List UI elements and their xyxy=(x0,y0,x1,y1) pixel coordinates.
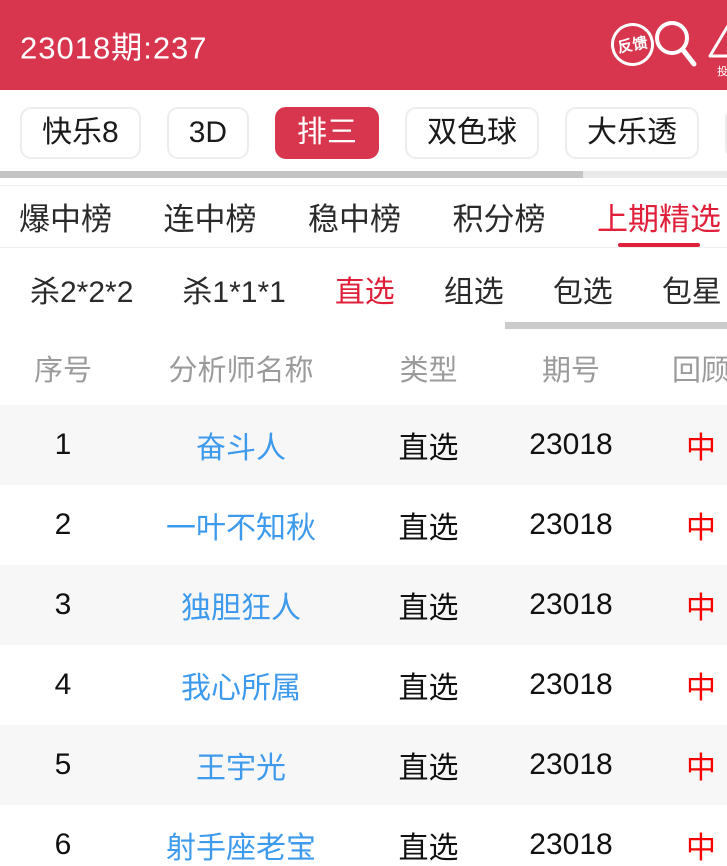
lottery-tabs-scrollbar-thumb[interactable] xyxy=(0,171,583,178)
cell-type: 直选 xyxy=(398,832,459,865)
analyst-link[interactable]: 我心所属 xyxy=(181,672,301,705)
cell-issue: 23018 xyxy=(529,828,613,861)
rank-tab-lianzhongbang[interactable]: 连中榜 xyxy=(163,202,257,237)
cell-issue: 23018 xyxy=(529,748,613,781)
col-index: 序号 xyxy=(33,354,92,387)
cell-index: 6 xyxy=(54,828,72,861)
cell-type: 直选 xyxy=(398,592,459,625)
tab-shuangseqiu[interactable]: 双色球 xyxy=(405,107,540,159)
play-tab-zhixuan[interactable]: 直选 xyxy=(334,276,395,309)
analyst-link[interactable]: 奋斗人 xyxy=(196,432,286,465)
table-row[interactable]: 6 射手座老宝 直选 23018 中 xyxy=(0,805,727,866)
rank-tab-shangqijingxuan[interactable]: 上期精选 xyxy=(597,194,721,239)
app-header: 23018期:237 反馈 投诉 xyxy=(0,0,727,90)
feedback-icon[interactable]: 反馈 xyxy=(607,19,658,70)
search-icon[interactable] xyxy=(652,19,698,74)
col-issue: 期号 xyxy=(541,354,600,387)
table-row[interactable]: 2 一叶不知秋 直选 23018 中 xyxy=(0,485,727,565)
analyst-link[interactable]: 射手座老宝 xyxy=(166,832,316,865)
cell-index: 5 xyxy=(54,748,72,781)
cell-review-hit: 中 xyxy=(686,752,716,785)
tab-3d[interactable]: 3D xyxy=(166,107,250,159)
analyst-table: 序号 分析师名称 类型 期号 回顾 1 奋斗人 直选 23018 中 2 一叶不… xyxy=(0,330,727,866)
cell-index: 1 xyxy=(54,428,72,461)
ranking-nav: 爆中榜 连中榜 稳中榜 积分榜 上期精选 xyxy=(0,186,727,248)
cell-type: 直选 xyxy=(398,672,459,705)
play-tab-zuxuan[interactable]: 组选 xyxy=(443,276,504,309)
rank-tab-wenzhongbang[interactable]: 稳中榜 xyxy=(308,202,401,237)
table-row[interactable]: 1 奋斗人 直选 23018 中 xyxy=(0,405,727,485)
cell-review-hit: 中 xyxy=(686,592,716,625)
table-header: 序号 分析师名称 类型 期号 回顾 xyxy=(0,330,727,405)
issue-title: 23018期:237 xyxy=(20,30,208,66)
table-row[interactable]: 4 我心所属 直选 23018 中 xyxy=(0,645,727,725)
lottery-tab-bar: 快乐8 3D 排三 双色球 大乐透 七 xyxy=(0,90,727,186)
cell-issue: 23018 xyxy=(529,588,613,621)
cell-index: 4 xyxy=(54,668,72,701)
tab-paisan[interactable]: 排三 xyxy=(275,107,380,159)
cell-issue: 23018 xyxy=(529,508,613,541)
analyst-link[interactable]: 一叶不知秋 xyxy=(166,512,316,545)
cell-type: 直选 xyxy=(398,752,459,785)
complaint-label: 投诉 xyxy=(717,66,727,78)
playtype-scrollbar-thumb[interactable] xyxy=(505,322,727,329)
feedback-icon-label: 反馈 xyxy=(616,34,649,57)
play-tab-baoxing[interactable]: 包星 xyxy=(661,276,722,309)
col-analyst: 分析师名称 xyxy=(168,354,314,387)
cell-index: 3 xyxy=(54,588,72,621)
tab-kuaile8[interactable]: 快乐8 xyxy=(20,107,141,159)
cell-type: 直选 xyxy=(398,512,459,545)
cell-review-hit: 中 xyxy=(686,672,716,705)
cell-review-hit: 中 xyxy=(686,832,716,865)
play-tab-baoxuan[interactable]: 包选 xyxy=(552,276,613,309)
rank-tab-baozhongbang[interactable]: 爆中榜 xyxy=(19,202,112,237)
cell-issue: 23018 xyxy=(529,668,613,701)
tab-daletou[interactable]: 大乐透 xyxy=(565,107,700,159)
cell-issue: 23018 xyxy=(529,428,613,461)
col-type: 类型 xyxy=(399,354,458,387)
cell-review-hit: 中 xyxy=(686,432,716,465)
analyst-link[interactable]: 王宇光 xyxy=(196,752,286,785)
rank-tab-jifenbang[interactable]: 积分榜 xyxy=(452,202,546,237)
table-row[interactable]: 3 独胆狂人 直选 23018 中 xyxy=(0,565,727,645)
play-tab-sha111[interactable]: 杀1*1*1 xyxy=(182,276,286,309)
cell-review-hit: 中 xyxy=(686,512,716,545)
cell-type: 直选 xyxy=(398,432,459,465)
cell-index: 2 xyxy=(54,508,72,541)
col-review: 回顾 xyxy=(671,354,727,387)
table-row[interactable]: 5 王宇光 直选 23018 中 xyxy=(0,725,727,805)
playtype-nav: 杀2*2*2 杀1*1*1 直选 组选 包选 包星 xyxy=(0,248,727,330)
complaint-warning-icon[interactable]: 投诉 xyxy=(699,21,727,79)
play-tab-sha222[interactable]: 杀2*2*2 xyxy=(30,276,134,309)
lottery-tabs-scrollbar[interactable] xyxy=(0,171,727,178)
analyst-link[interactable]: 独胆狂人 xyxy=(181,592,301,625)
